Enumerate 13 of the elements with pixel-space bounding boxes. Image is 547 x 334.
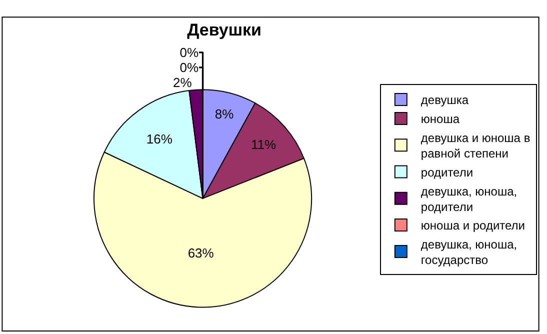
data-label: 2% bbox=[172, 74, 192, 90]
text: 0% bbox=[180, 44, 199, 60]
chart-title: Девушки bbox=[187, 20, 262, 40]
legend-label: девушка bbox=[420, 93, 469, 108]
legend-label: юноша и родители bbox=[420, 218, 526, 233]
text: 0% bbox=[180, 60, 199, 75]
legend-label: родители bbox=[420, 165, 474, 180]
legend-label: девушка, юноша, государство bbox=[420, 237, 518, 268]
legend-label: юноша bbox=[420, 112, 460, 126]
data-label: 63% bbox=[188, 245, 214, 260]
data-label: 8% bbox=[214, 106, 234, 122]
data-label: 11% bbox=[250, 137, 276, 152]
data-label: 16% bbox=[146, 132, 173, 147]
